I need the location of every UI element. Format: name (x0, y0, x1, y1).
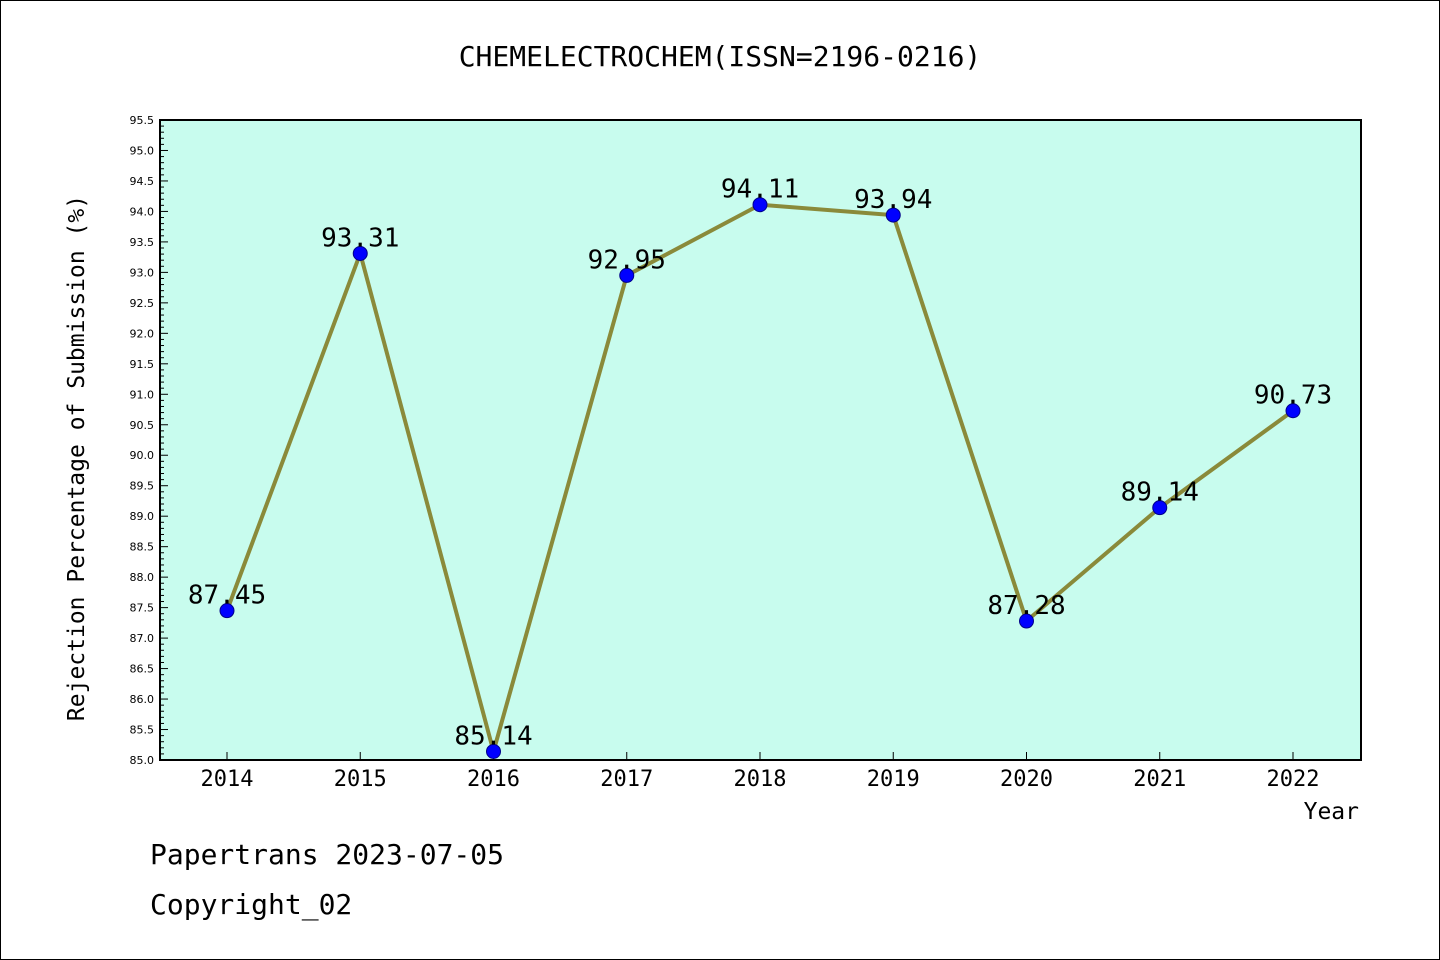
y-tick-label: 93.0 (130, 266, 155, 279)
chart-title: CHEMELECTROCHEM(ISSN=2196-0216) (459, 40, 982, 73)
y-tick-label: 92.5 (130, 297, 155, 310)
x-tick-label: 2015 (334, 767, 387, 792)
x-tick-label: 2016 (467, 767, 520, 792)
data-markers (219, 197, 1301, 759)
x-tick-label: 2020 (1000, 767, 1053, 792)
y-tick-label: 93.5 (130, 236, 155, 249)
y-tick-label: 91.0 (130, 388, 155, 401)
plot-border (159, 119, 1362, 761)
y-tick-label: 88.0 (130, 571, 155, 584)
x-tick-label: 2018 (734, 767, 787, 792)
x-tick-label: 2019 (867, 767, 920, 792)
x-axis: 2014 2015 2016 2017 2018 2019 2020 2021 2022 (201, 752, 1320, 792)
data-label: 85.14 (454, 721, 532, 751)
data-label: 93.31 (321, 223, 399, 253)
y-tick-label: 91.5 (130, 358, 155, 371)
x-tick-label: 2021 (1133, 767, 1186, 792)
data-label: 87.45 (188, 581, 266, 611)
data-point (486, 743, 501, 759)
y-tick-label: 95.0 (130, 144, 155, 157)
plot-area (160, 120, 1361, 760)
data-label: 89.14 (1121, 478, 1199, 508)
y-tick-label: 85.0 (130, 754, 155, 767)
data-label: 92.95 (588, 245, 666, 275)
data-point (219, 603, 235, 619)
data-point (752, 197, 768, 213)
data-point (619, 267, 635, 283)
y-tick-label: 89.0 (130, 510, 155, 523)
y-tick-label: 90.0 (130, 449, 155, 462)
data-point (885, 207, 901, 223)
y-tick-label: 89.5 (130, 480, 155, 493)
x-tick-label: 2014 (201, 767, 254, 792)
data-label: 94.11 (721, 175, 799, 205)
data-point (1019, 613, 1034, 629)
y-tick-label: 87.5 (130, 602, 155, 615)
y-tick-label: 92.0 (130, 327, 155, 340)
y-tick-label: 94.5 (130, 175, 155, 188)
y-axis-title: Rejection Percentage of Submission (%) (64, 195, 90, 721)
y-tick-label: 94.0 (130, 205, 155, 218)
x-axis-title: Year (1304, 799, 1359, 825)
data-point (1285, 403, 1301, 419)
y-tick-label: 85.5 (130, 724, 155, 737)
y-tick-label: 86.5 (130, 663, 155, 676)
y-axis: 85.0 85.5 86.0 86.5 87.0 87.5 88.0 88.5 89.0 89.5… (130, 114, 168, 767)
footer-copyright: Copyright_02 (150, 888, 352, 922)
y-tick-label: 86.0 (130, 693, 155, 706)
data-label: 87.28 (987, 591, 1065, 621)
data-labels: 87.45 93.31 85.14 92.95 94.11 93.94 87.28 89.14… (188, 175, 1332, 752)
data-label: 90.73 (1254, 381, 1332, 411)
data-point (1152, 500, 1168, 516)
y-tick-label: 95.5 (130, 114, 155, 127)
footer-date: Papertrans 2023-07-05 (150, 838, 504, 871)
x-tick-label: 2022 (1267, 767, 1320, 792)
data-label: 93.94 (854, 185, 932, 215)
y-tick-label: 88.5 (130, 541, 155, 554)
x-tick-label: 2017 (600, 767, 653, 792)
y-tick-label: 87.0 (130, 632, 155, 645)
data-point (352, 245, 368, 261)
y-tick-label: 90.5 (130, 419, 155, 432)
